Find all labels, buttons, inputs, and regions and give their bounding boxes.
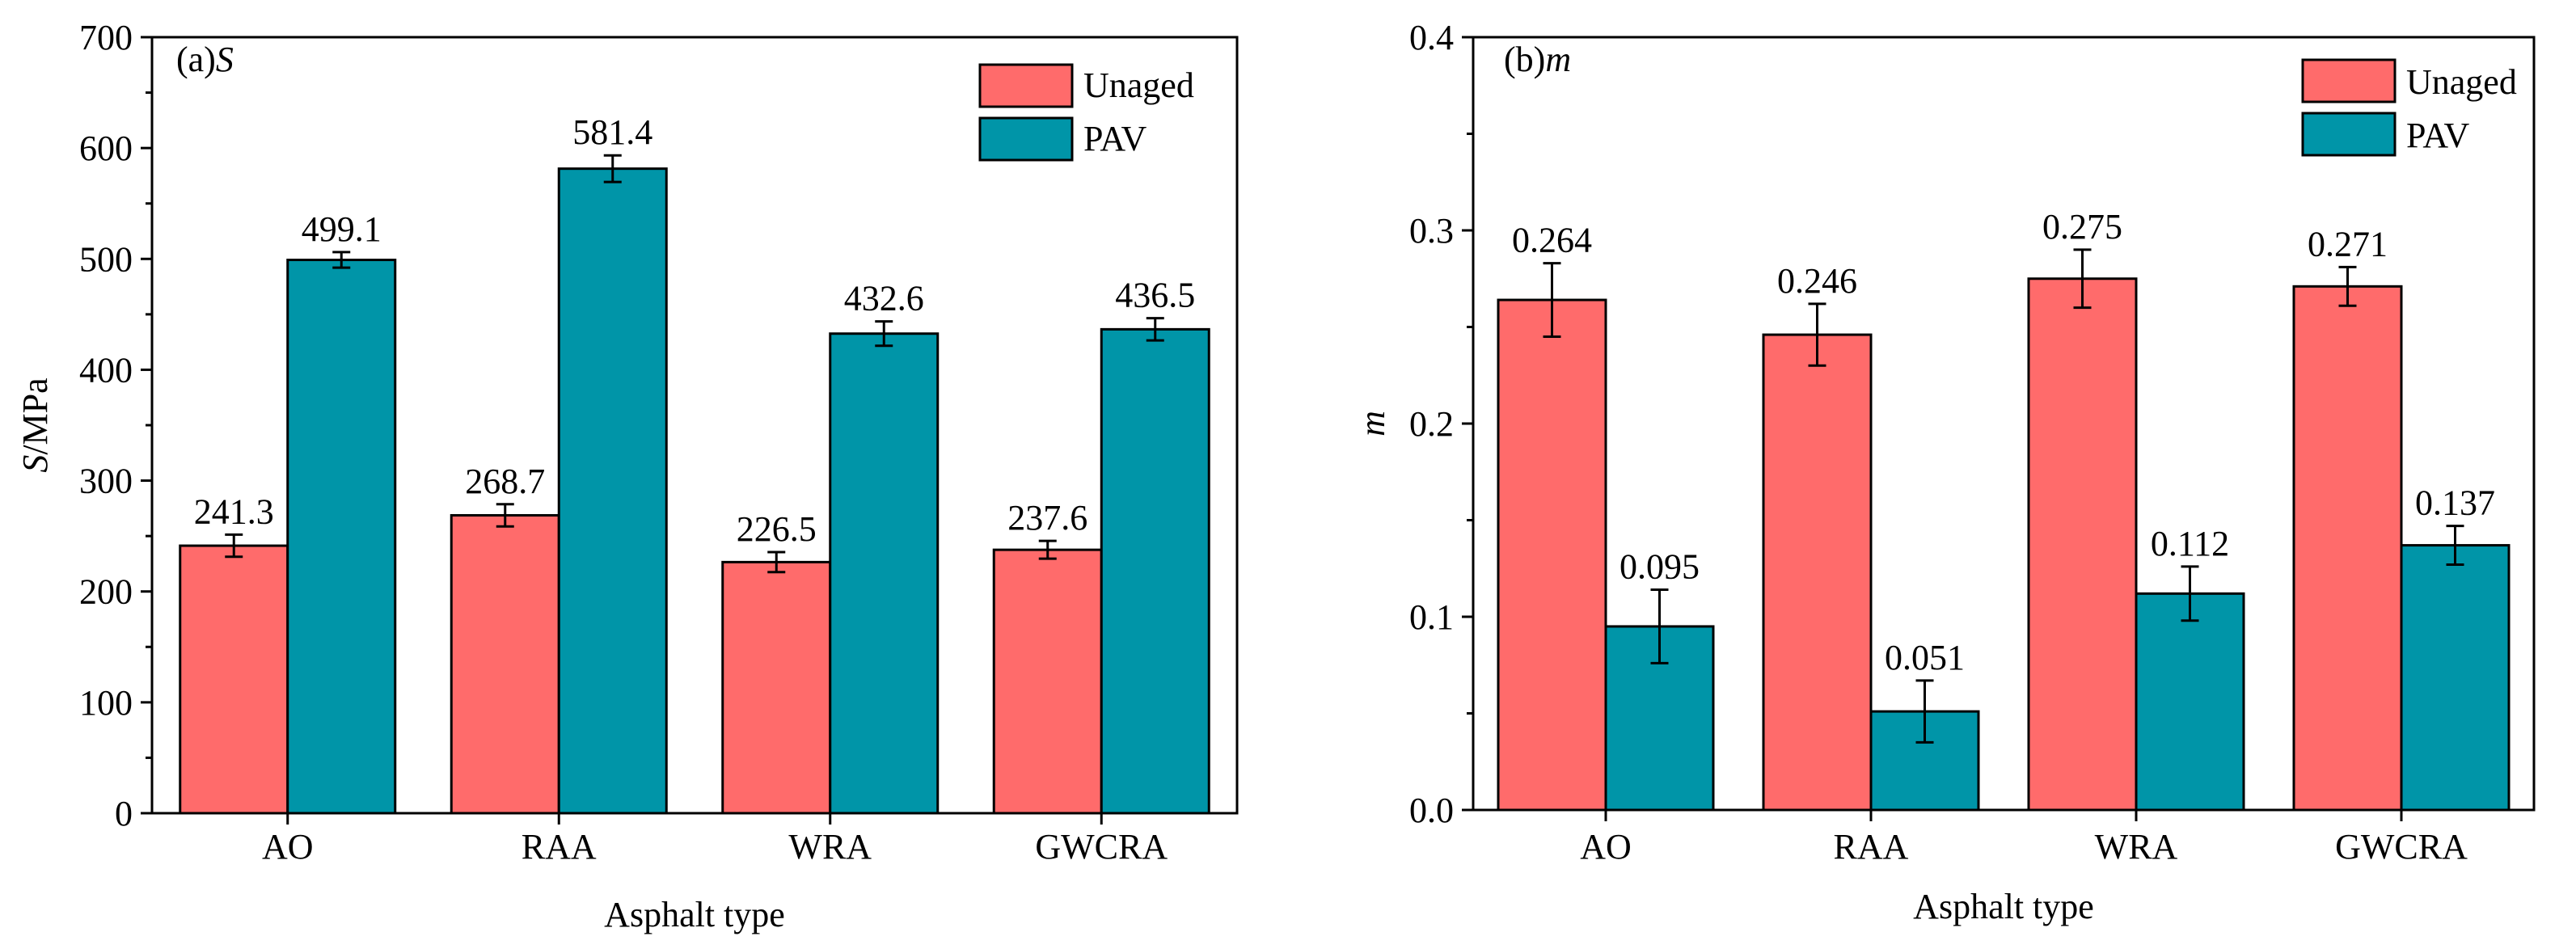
bar-unaged-ao (179, 544, 289, 815)
legend-swatch-unaged (978, 63, 1074, 108)
legend-swatch-pav (978, 116, 1074, 162)
x-axis-title: Asphalt type (604, 895, 785, 934)
value-label: 432.6 (844, 279, 924, 318)
y-tick-label: 100 (79, 683, 133, 723)
y-tick-label: 0.1 (1409, 597, 1454, 637)
y-axis-ticks: 0.0 0.1 0.2 0.3 0.4 (1409, 18, 1473, 830)
bar-unaged-raa (1762, 333, 1873, 812)
panel-label: (a)S (176, 40, 234, 79)
y-axis-ticks: 0 100 200 300 400 500 600 700 (79, 18, 152, 833)
value-label: 0.264 (1512, 221, 1592, 260)
legend-label-unaged: Unaged (1083, 65, 1194, 105)
bars-group (1497, 277, 2511, 812)
value-labels-group: 0.264 0.095 0.246 0.051 0.275 0.112 0.271 0.137 (1512, 207, 2495, 677)
x-axis-ticks: AO RAA WRA GWCRA (1580, 810, 2468, 867)
legend-label-pav: PAV (1083, 119, 1147, 158)
y-tick-label: 300 (79, 462, 133, 501)
bar-unaged-wra (721, 560, 832, 815)
x-tick-label: RAA (1834, 827, 1909, 867)
bar-unaged-gwcra (2292, 285, 2403, 812)
y-tick-label: 0.3 (1409, 211, 1454, 251)
legend-label-unaged: Unaged (2406, 62, 2517, 102)
y-tick-label: 0.0 (1409, 791, 1454, 830)
y-tick-label: 0 (115, 794, 133, 833)
bar-unaged-ao (1497, 298, 1607, 812)
x-tick-label: RAA (522, 827, 597, 867)
error-bars-group (1543, 248, 2464, 744)
bar-unaged-wra (2027, 277, 2138, 812)
bar-pav-gwcra (1100, 327, 1210, 815)
x-tick-label: GWCRA (2335, 827, 2468, 867)
value-label: 436.5 (1115, 276, 1195, 315)
y-axis-title: m (1353, 411, 1392, 437)
bar-unaged-raa (450, 513, 560, 815)
legend: Unaged PAV (978, 63, 1194, 162)
value-label: 226.5 (737, 509, 817, 549)
value-label: 241.3 (194, 491, 274, 531)
bar-pav-gwcra (2400, 544, 2511, 812)
error-bars-group (225, 154, 1164, 574)
chart-panel-b: 0.264 0.095 0.246 0.051 0.275 0.112 0.271 0.137… (1353, 18, 2536, 926)
value-label: 0.137 (2415, 483, 2495, 523)
bar-pav-wra (2135, 592, 2245, 812)
x-axis-ticks: AO RAA WRA GWCRA (262, 813, 1168, 867)
legend: Unaged PAV (2301, 58, 2517, 157)
chart-panel-a: 241.3 499.1 268.7 581.4 226.5 432.6 237.6 436.5… (15, 18, 1239, 934)
value-label: 0.112 (2151, 524, 2229, 563)
value-label: 499.1 (302, 209, 382, 249)
y-tick-label: 400 (79, 350, 133, 390)
plot-frame (150, 36, 1239, 815)
value-label: 0.271 (2308, 224, 2388, 264)
y-tick-label: 500 (79, 239, 133, 279)
value-label: 0.051 (1885, 638, 1965, 677)
y-tick-label: 600 (79, 129, 133, 168)
x-tick-label: WRA (788, 827, 872, 867)
legend-label-pav: PAV (2406, 116, 2470, 155)
legend-swatch-pav (2301, 112, 2397, 157)
legend-swatch-unaged (2301, 58, 2397, 103)
bar-pav-raa (557, 167, 668, 815)
y-tick-label: 700 (79, 18, 133, 57)
bar-pav-ao (286, 259, 397, 815)
value-label: 237.6 (1007, 498, 1087, 538)
value-label: 0.095 (1620, 547, 1700, 587)
value-label: 581.4 (572, 112, 652, 152)
value-label: 268.7 (465, 462, 545, 501)
bars-group (179, 167, 1210, 815)
x-tick-label: GWCRA (1035, 827, 1168, 867)
y-tick-label: 200 (79, 572, 133, 612)
bar-pav-wra (829, 332, 940, 815)
y-tick-label: 0.2 (1409, 404, 1454, 444)
y-axis-title: S/MPa (15, 377, 55, 472)
bar-unaged-gwcra (992, 548, 1103, 815)
value-label: 0.246 (1777, 261, 1857, 301)
x-tick-label: WRA (2095, 827, 2178, 867)
y-tick-label: 0.4 (1409, 18, 1454, 57)
plot-frame (1472, 36, 2536, 812)
value-labels-group: 241.3 499.1 268.7 581.4 226.5 432.6 237.6 436.5 (194, 112, 1196, 549)
panel-label: (b)m (1504, 40, 1571, 79)
value-label: 0.275 (2042, 207, 2122, 247)
x-tick-label: AO (262, 827, 314, 867)
x-tick-label: AO (1580, 827, 1632, 867)
x-axis-title: Asphalt type (1913, 887, 2094, 926)
